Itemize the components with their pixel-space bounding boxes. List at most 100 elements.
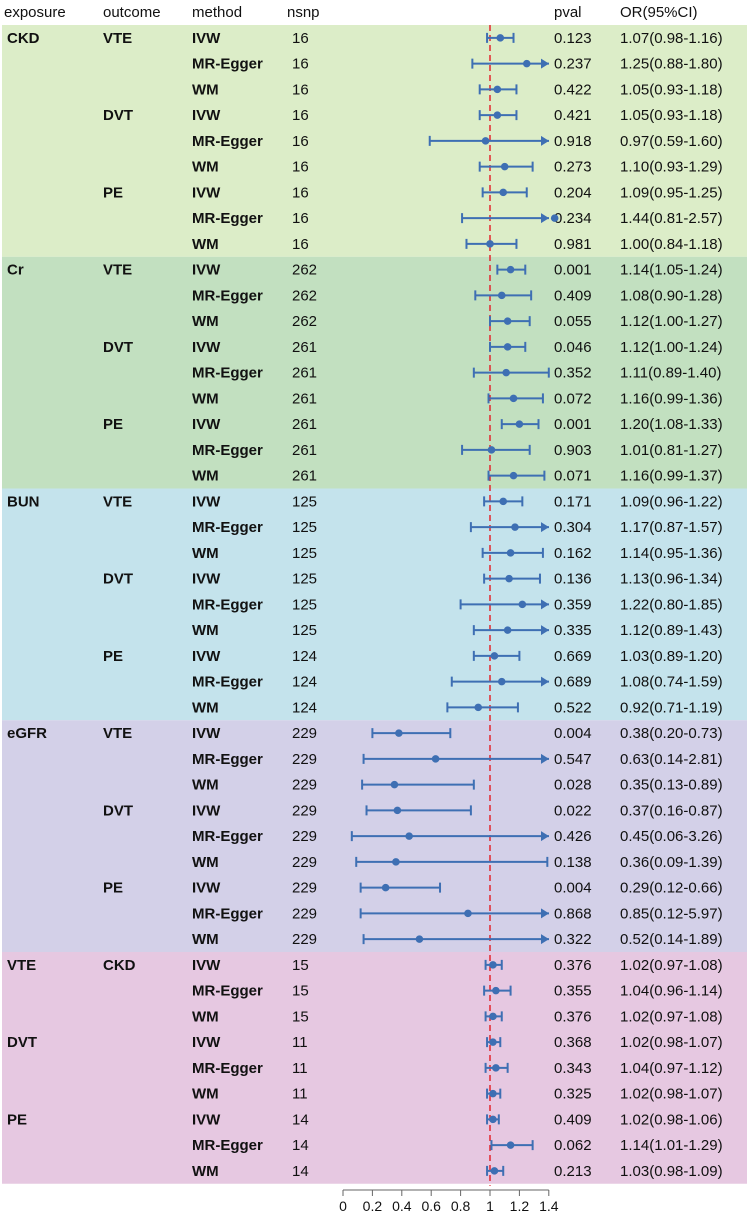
pval-value: 0.352 bbox=[554, 365, 592, 382]
nsnp-value: 125 bbox=[292, 571, 317, 588]
nsnp-value: 14 bbox=[292, 1111, 309, 1128]
method-label: MR-Egger bbox=[192, 828, 263, 845]
method-label: IVW bbox=[192, 880, 221, 897]
pval-value: 0.376 bbox=[554, 957, 592, 974]
or-ci-value: 1.05(0.93-1.18) bbox=[620, 81, 723, 98]
point-estimate bbox=[509, 471, 518, 480]
method-label: MR-Egger bbox=[192, 905, 263, 922]
point-estimate bbox=[474, 703, 483, 712]
point-estimate bbox=[497, 677, 506, 686]
method-label: MR-Egger bbox=[192, 751, 263, 768]
point-estimate bbox=[499, 497, 508, 506]
point-estimate bbox=[496, 34, 505, 42]
group-band-4 bbox=[2, 952, 747, 1184]
pval-value: 0.547 bbox=[554, 751, 592, 768]
method-label: IVW bbox=[192, 957, 221, 974]
or-ci-value: 0.36(0.09-1.39) bbox=[620, 854, 723, 871]
method-label: MR-Egger bbox=[192, 674, 263, 691]
x-tick-label: 0.8 bbox=[451, 1198, 471, 1213]
nsnp-value: 16 bbox=[292, 56, 309, 73]
method-label: WM bbox=[192, 699, 219, 716]
nsnp-value: 229 bbox=[292, 777, 317, 794]
outcome-label: VTE bbox=[103, 262, 132, 279]
method-label: IVW bbox=[192, 648, 221, 665]
point-estimate bbox=[489, 1038, 497, 1046]
nsnp-value: 125 bbox=[292, 519, 317, 536]
nsnp-value: 229 bbox=[292, 828, 317, 845]
or-ci-value: 1.13(0.96-1.34) bbox=[620, 571, 723, 588]
nsnp-value: 124 bbox=[292, 699, 317, 716]
pval-value: 0.071 bbox=[554, 468, 592, 485]
group-band-0 bbox=[2, 25, 747, 257]
or-ci-value: 0.37(0.16-0.87) bbox=[620, 802, 723, 819]
point-estimate bbox=[492, 1064, 500, 1072]
method-label: MR-Egger bbox=[192, 56, 263, 73]
or-ci-value: 0.97(0.59-1.60) bbox=[620, 133, 723, 150]
pval-value: 0.138 bbox=[554, 854, 592, 871]
method-label: MR-Egger bbox=[192, 287, 263, 304]
pval-value: 0.409 bbox=[554, 1111, 592, 1128]
or-ci-value: 1.02(0.98-1.07) bbox=[620, 1034, 723, 1051]
method-label: IVW bbox=[192, 571, 221, 588]
nsnp-value: 16 bbox=[292, 236, 309, 253]
nsnp-value: 16 bbox=[292, 30, 309, 47]
or-ci-value: 1.16(0.99-1.36) bbox=[620, 390, 723, 407]
point-estimate bbox=[492, 986, 500, 995]
method-label: WM bbox=[192, 159, 219, 176]
table-cells: CKD VTE IVW 16 0.123 1.07(0.98-1.16) MR-Egger 1… bbox=[7, 30, 723, 1180]
method-label: WM bbox=[192, 622, 219, 639]
point-estimate bbox=[500, 162, 509, 171]
nsnp-value: 261 bbox=[292, 339, 317, 356]
or-ci-value: 0.45(0.06-3.26) bbox=[620, 828, 723, 845]
method-label: IVW bbox=[192, 1034, 221, 1051]
nsnp-value: 15 bbox=[292, 957, 309, 974]
pval-value: 0.669 bbox=[554, 648, 592, 665]
method-label: WM bbox=[192, 545, 219, 562]
pval-value: 0.422 bbox=[554, 81, 592, 98]
method-label: WM bbox=[192, 931, 219, 948]
pval-value: 0.903 bbox=[554, 442, 592, 459]
exposure-label: BUN bbox=[7, 493, 40, 510]
or-ci-value: 1.00(0.84-1.18) bbox=[620, 236, 723, 253]
point-estimate bbox=[489, 1115, 497, 1124]
outcome-label: DVT bbox=[103, 802, 133, 819]
point-estimate bbox=[381, 883, 390, 892]
nsnp-value: 262 bbox=[292, 313, 317, 330]
or-ci-value: 1.08(0.74-1.59) bbox=[620, 674, 723, 691]
method-label: IVW bbox=[192, 493, 221, 510]
nsnp-value: 261 bbox=[292, 390, 317, 407]
point-estimate bbox=[481, 137, 490, 145]
nsnp-value: 229 bbox=[292, 802, 317, 819]
header-pval: pval bbox=[554, 4, 582, 21]
nsnp-value: 229 bbox=[292, 751, 317, 768]
outcome-label: PE bbox=[103, 880, 123, 897]
nsnp-value: 261 bbox=[292, 416, 317, 433]
ci-arrow-right bbox=[541, 753, 549, 764]
pval-value: 0.004 bbox=[554, 880, 592, 897]
point-estimate bbox=[506, 265, 515, 274]
outcome-label: CKD bbox=[103, 957, 136, 974]
method-label: WM bbox=[192, 236, 219, 253]
nsnp-value: 16 bbox=[292, 107, 309, 124]
point-estimate bbox=[405, 832, 413, 840]
method-label: MR-Egger bbox=[192, 596, 263, 613]
outcome-label: PE bbox=[103, 648, 123, 665]
point-estimate bbox=[503, 317, 512, 325]
point-estimate bbox=[502, 368, 510, 377]
pval-value: 0.123 bbox=[554, 30, 592, 47]
pval-value: 0.409 bbox=[554, 287, 592, 304]
nsnp-value: 261 bbox=[292, 365, 317, 382]
point-estimate bbox=[493, 111, 502, 119]
pval-value: 0.322 bbox=[554, 931, 592, 948]
pval-value: 0.304 bbox=[554, 519, 592, 536]
exposure-label: eGFR bbox=[7, 725, 47, 742]
pval-value: 0.072 bbox=[554, 390, 592, 407]
point-estimate bbox=[415, 935, 424, 943]
point-estimate bbox=[497, 291, 506, 300]
pval-value: 0.171 bbox=[554, 493, 592, 510]
nsnp-value: 14 bbox=[292, 1137, 309, 1154]
ci-arrow-right bbox=[541, 135, 549, 146]
ci-arrow-right bbox=[541, 676, 549, 687]
or-ci-value: 1.09(0.95-1.25) bbox=[620, 184, 723, 201]
or-ci-value: 1.11(0.89-1.40) bbox=[620, 365, 721, 382]
